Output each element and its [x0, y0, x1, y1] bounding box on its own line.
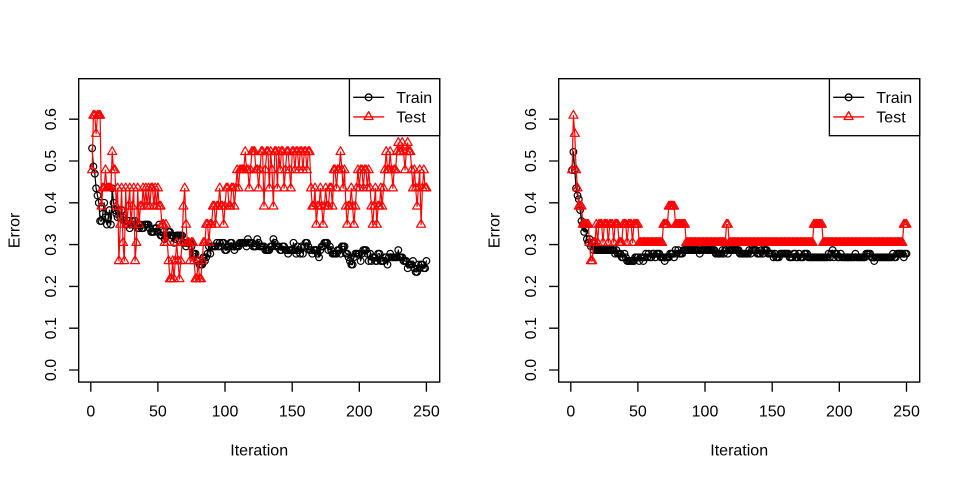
svg-text:0.5: 0.5 — [43, 150, 60, 172]
svg-text:100: 100 — [692, 403, 719, 420]
svg-text:Test: Test — [876, 110, 906, 127]
svg-text:0: 0 — [86, 403, 95, 420]
svg-text:0.1: 0.1 — [43, 317, 60, 339]
svg-text:0.4: 0.4 — [43, 192, 60, 214]
svg-text:50: 50 — [149, 403, 167, 420]
svg-text:150: 150 — [759, 403, 786, 420]
svg-text:0.6: 0.6 — [43, 108, 60, 130]
svg-text:200: 200 — [346, 403, 373, 420]
svg-text:150: 150 — [279, 403, 306, 420]
svg-text:0.3: 0.3 — [43, 233, 60, 255]
svg-text:Train: Train — [396, 90, 432, 107]
svg-text:0.2: 0.2 — [523, 275, 540, 297]
svg-text:Iteration: Iteration — [710, 442, 768, 459]
svg-text:0.1: 0.1 — [523, 317, 540, 339]
svg-text:0.3: 0.3 — [523, 233, 540, 255]
svg-text:Error: Error — [7, 212, 24, 248]
svg-text:0.4: 0.4 — [523, 192, 540, 214]
svg-text:0: 0 — [566, 403, 575, 420]
svg-text:100: 100 — [212, 403, 239, 420]
svg-text:50: 50 — [629, 403, 647, 420]
svg-text:0.6: 0.6 — [523, 108, 540, 130]
svg-text:0.5: 0.5 — [523, 150, 540, 172]
svg-text:0.0: 0.0 — [523, 359, 540, 381]
svg-text:0.2: 0.2 — [43, 275, 60, 297]
svg-text:0.0: 0.0 — [43, 359, 60, 381]
svg-text:Test: Test — [396, 110, 426, 127]
svg-text:200: 200 — [826, 403, 853, 420]
svg-text:Error: Error — [487, 212, 504, 248]
svg-text:250: 250 — [893, 403, 920, 420]
svg-text:Iteration: Iteration — [230, 442, 288, 459]
svg-text:Train: Train — [876, 90, 912, 107]
svg-text:250: 250 — [413, 403, 440, 420]
